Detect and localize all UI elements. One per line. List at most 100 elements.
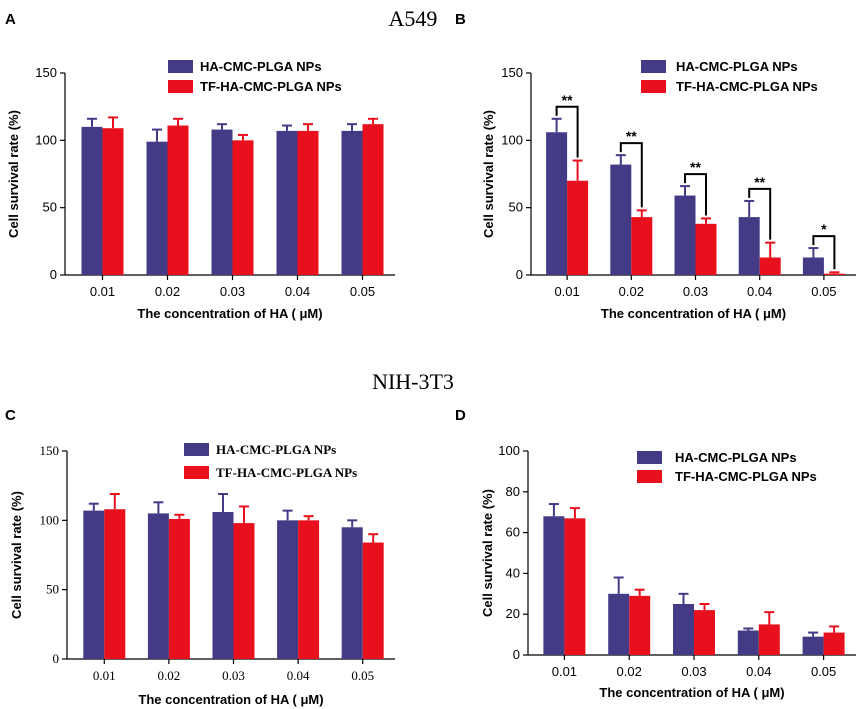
significance-label: ** <box>690 159 701 175</box>
bar-tf-ha-cmc-plga <box>232 140 254 275</box>
significance-bracket <box>619 142 643 208</box>
chart-panel-c: 0 50 100 150 0.01 0.02 0.03 0.04 0.05 The concent… <box>9 442 395 707</box>
legend-swatch <box>641 60 666 73</box>
legend-label: HA-CMC-PLGA NPs <box>216 442 336 457</box>
panel-label-c: C <box>5 407 16 424</box>
x-tick-label: 0.03 <box>222 668 245 683</box>
x-tick-label: 0.03 <box>681 664 706 679</box>
y-tick-label: 20 <box>506 606 520 621</box>
bar-ha-cmc-plga <box>737 630 759 655</box>
x-tick-label: 0.02 <box>155 284 180 299</box>
bar-ha-cmc-plga <box>146 141 168 275</box>
chart-panel-b: 0 50 100 150 0.01 ** 0.02 ** 0.03 ** 0.04 ** 0.05 * Th… <box>481 59 856 321</box>
bar-tf-ha-cmc-plga <box>694 610 715 655</box>
bar-tf-ha-cmc-plga <box>362 124 384 275</box>
section-title-nih3t3: NIH-3T3 <box>372 369 454 394</box>
y-axis-title: Cell survival rate (%) <box>481 110 496 238</box>
bar-ha-cmc-plga <box>802 257 824 275</box>
bar-ha-cmc-plga <box>147 513 169 659</box>
significance-bracket <box>684 173 707 216</box>
x-axis-title: The concentration of HA ( μM) <box>599 685 784 700</box>
legend-label: TF-HA-CMC-PLGA NPs <box>676 79 818 94</box>
bar-tf-ha-cmc-plga <box>695 223 717 275</box>
x-tick-label: 0.04 <box>287 668 310 683</box>
x-tick-label: 0.03 <box>683 284 708 299</box>
y-tick-label: 50 <box>509 200 523 215</box>
significance-label: * <box>821 221 827 237</box>
x-tick-label: 0.04 <box>746 664 771 679</box>
y-axis-title: Cell survival rate (%) <box>480 489 495 617</box>
y-tick-label: 100 <box>35 132 57 147</box>
legend-swatch <box>637 451 662 464</box>
bar-ha-cmc-plga <box>83 510 105 659</box>
bar-ha-cmc-plga <box>276 130 298 275</box>
legend-swatch <box>168 60 193 73</box>
chart-panel-a: 0 50 100 150 0.01 0.02 0.03 0.04 0.05 The concent… <box>6 59 395 321</box>
significance-bracket <box>812 235 836 270</box>
panel-label-b: B <box>455 11 466 28</box>
bar-ha-cmc-plga <box>802 636 824 655</box>
legend-label: TF-HA-CMC-PLGA NPs <box>675 469 817 484</box>
y-tick-label: 0 <box>516 267 523 282</box>
legend-swatch <box>184 466 209 479</box>
bar-tf-ha-cmc-plga <box>567 180 589 275</box>
x-axis-title: The concentration of HA ( μM) <box>137 306 322 321</box>
x-tick-label: 0.01 <box>552 664 577 679</box>
bar-ha-cmc-plga <box>608 593 630 655</box>
y-tick-label: 0 <box>513 647 520 662</box>
y-tick-label: 50 <box>46 582 59 597</box>
x-tick-label: 0.04 <box>747 284 772 299</box>
y-tick-label: 150 <box>35 65 57 80</box>
y-tick-label: 100 <box>498 443 520 458</box>
y-tick-label: 0 <box>53 651 60 666</box>
bar-tf-ha-cmc-plga <box>564 518 586 655</box>
x-tick-label: 0.02 <box>619 284 644 299</box>
x-tick-label: 0.05 <box>351 668 374 683</box>
panel-label-a: A <box>5 11 16 28</box>
bar-tf-ha-cmc-plga <box>629 595 651 655</box>
bar-ha-cmc-plga <box>212 512 234 659</box>
y-tick-label: 100 <box>40 512 60 527</box>
x-tick-label: 0.03 <box>220 284 245 299</box>
y-axis-title: Cell survival rate (%) <box>6 110 21 238</box>
x-tick-label: 0.01 <box>93 668 116 683</box>
bar-ha-cmc-plga <box>738 217 760 275</box>
bar-ha-cmc-plga <box>81 126 103 275</box>
significance-label: ** <box>562 92 573 108</box>
bar-tf-ha-cmc-plga <box>167 125 189 276</box>
significance-label: ** <box>754 174 765 190</box>
legend-label: HA-CMC-PLGA NPs <box>676 59 798 74</box>
x-tick-label: 0.04 <box>285 284 310 299</box>
bar-ha-cmc-plga <box>610 164 632 275</box>
y-tick-label: 150 <box>40 443 60 458</box>
bar-tf-ha-cmc-plga <box>362 542 384 659</box>
legend-label: TF-HA-CMC-PLGA NPs <box>216 465 357 480</box>
legend-label: HA-CMC-PLGA NPs <box>200 59 322 74</box>
chart-panel-d: 0 20 40 60 80 100 0.01 0.02 0.03 0.04 0.05 The conc… <box>480 443 856 700</box>
significance-bracket <box>748 187 772 240</box>
significance-bracket <box>555 105 579 158</box>
bar-tf-ha-cmc-plga <box>298 520 320 659</box>
bar-ha-cmc-plga <box>211 129 233 275</box>
legend-swatch <box>637 470 662 483</box>
y-tick-label: 150 <box>501 65 523 80</box>
bar-tf-ha-cmc-plga <box>297 130 319 275</box>
x-tick-label: 0.01 <box>90 284 115 299</box>
bar-ha-cmc-plga <box>277 520 299 659</box>
y-tick-label: 80 <box>506 484 520 499</box>
bar-ha-cmc-plga <box>673 604 694 655</box>
bar-ha-cmc-plga <box>341 527 363 659</box>
y-tick-label: 0 <box>50 267 57 282</box>
bar-tf-ha-cmc-plga <box>823 273 845 275</box>
x-tick-label: 0.05 <box>811 664 836 679</box>
bar-ha-cmc-plga <box>543 516 565 655</box>
y-tick-label: 50 <box>43 200 57 215</box>
bar-tf-ha-cmc-plga <box>758 624 780 655</box>
section-title-a549: A549 <box>389 6 438 31</box>
y-axis-title: Cell survival rate (%) <box>9 491 24 619</box>
bar-ha-cmc-plga <box>674 195 696 275</box>
significance-label: ** <box>626 128 637 144</box>
bar-tf-ha-cmc-plga <box>823 632 845 655</box>
x-axis-title: The concentration of HA ( μM) <box>601 306 786 321</box>
